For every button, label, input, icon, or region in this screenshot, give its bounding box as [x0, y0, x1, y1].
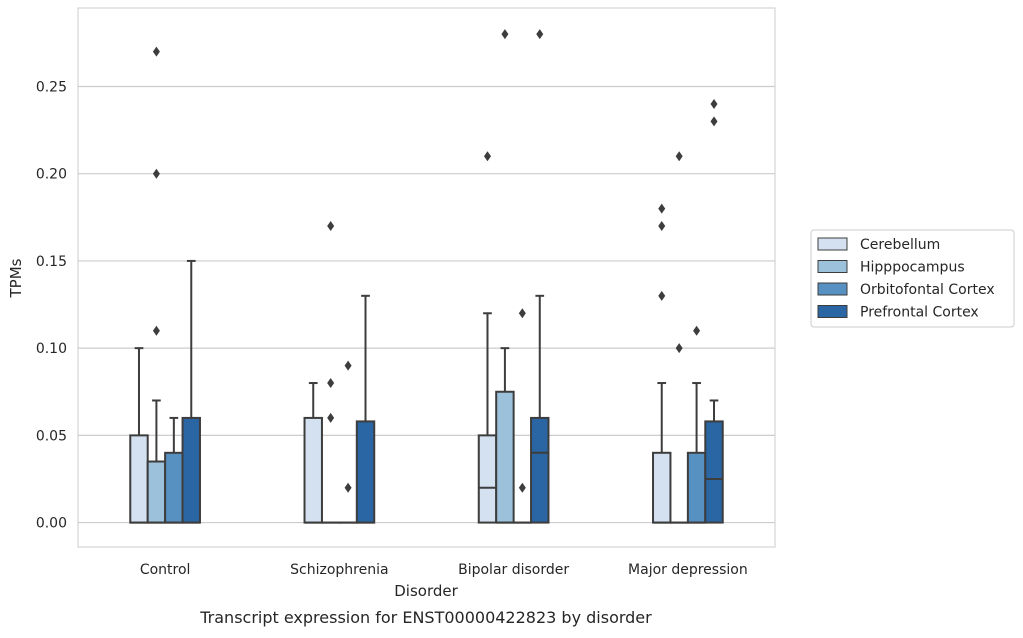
box-1-4 — [183, 261, 200, 523]
box-4-1 — [653, 204, 670, 523]
outlier-point — [658, 204, 665, 214]
box — [183, 418, 200, 523]
box-4-3 — [688, 326, 705, 523]
box-3-4 — [531, 29, 548, 522]
box — [531, 418, 548, 523]
box-3-2 — [496, 29, 513, 522]
outlier-point — [327, 221, 334, 231]
y-tick-label: 0.20 — [36, 167, 67, 183]
box-1-3 — [165, 418, 182, 523]
outlier-point — [519, 483, 526, 493]
box — [148, 462, 165, 523]
outlier-point — [327, 378, 334, 388]
outlier-point — [345, 483, 352, 493]
box-1-1 — [130, 348, 147, 522]
legend-swatch — [818, 261, 847, 273]
outlier-point — [711, 116, 718, 126]
outlier-point — [153, 47, 160, 57]
outlier-point — [345, 361, 352, 371]
x-tick-label: Schizophrenia — [290, 562, 388, 578]
legend-swatch — [818, 238, 847, 250]
outlier-point — [676, 151, 683, 161]
x-axis-label: Disorder — [394, 582, 458, 600]
y-tick-label: 0.25 — [36, 79, 67, 95]
box-4-4 — [705, 99, 722, 523]
x-axis-ticks: Control Schizophrenia Bipolar disorder Majo… — [140, 562, 748, 578]
legend-label: Cerebellum — [860, 237, 940, 253]
outlier-point — [153, 169, 160, 179]
box-2-4 — [357, 296, 374, 523]
outlier-point — [501, 29, 508, 39]
outlier-point — [658, 291, 665, 301]
legend-swatch — [818, 283, 847, 295]
box-4-2 — [670, 151, 687, 522]
y-tick-label: 0.10 — [36, 341, 67, 357]
box-2-1 — [305, 383, 322, 523]
legend-label: Hipppocampus — [860, 260, 965, 276]
y-tick-label: 0.15 — [36, 254, 67, 270]
outlier-point — [153, 326, 160, 336]
box — [305, 418, 322, 523]
box-3-1 — [479, 151, 496, 522]
plot-area — [130, 29, 722, 522]
legend: Cerebellum Hipppocampus Orbitofontal Corte… — [811, 230, 1014, 327]
x-tick-label: Major depression — [628, 562, 748, 578]
box — [688, 453, 705, 523]
outlier-point — [484, 151, 491, 161]
y-tick-label: 0.05 — [36, 428, 67, 444]
legend-label: Orbitofontal Cortex — [860, 282, 995, 298]
box-1-2 — [148, 47, 165, 523]
outlier-point — [676, 343, 683, 353]
legend-label: Prefrontal Cortex — [860, 305, 979, 321]
box-3-3 — [514, 308, 531, 522]
outlier-point — [711, 99, 718, 109]
chart-title: Transcript expression for ENST0000042282… — [199, 608, 652, 627]
x-tick-label: Bipolar disorder — [458, 562, 569, 578]
y-axis-ticks: 0.00 0.05 0.10 0.15 0.20 0.25 — [36, 79, 67, 531]
box-2-2 — [322, 221, 339, 523]
box — [479, 435, 496, 522]
box — [130, 435, 147, 522]
box — [653, 453, 670, 523]
y-axis-label: TPMs — [7, 258, 25, 298]
box — [705, 421, 722, 522]
y-tick-label: 0.00 — [36, 516, 67, 532]
box — [496, 392, 513, 523]
outlier-point — [693, 326, 700, 336]
legend-swatch — [818, 306, 847, 318]
x-tick-label: Control — [140, 562, 191, 578]
box — [165, 453, 182, 523]
outlier-point — [327, 413, 334, 423]
box-2-3 — [339, 361, 356, 523]
outlier-point — [536, 29, 543, 39]
outlier-point — [658, 221, 665, 231]
box — [357, 421, 374, 522]
outlier-point — [519, 308, 526, 318]
